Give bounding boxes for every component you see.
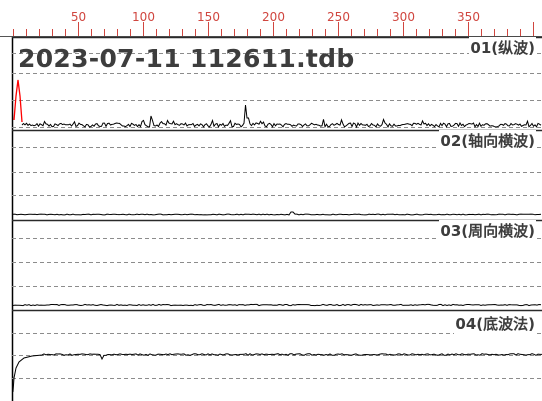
ruler-tick-label: 350 [457, 10, 480, 24]
ruler-tick-label: 200 [262, 10, 285, 24]
ruler-tick-label: 250 [327, 10, 350, 24]
channel-label-01: 01(纵波) [469, 37, 536, 58]
ruler-tick-label: 150 [197, 10, 220, 24]
horizontal-ruler: 50 100 150 200 250 300 350 [0, 10, 542, 37]
channel-01-waveform [21, 104, 542, 129]
ruler-tick-label: 300 [392, 10, 415, 24]
channel-label-04: 04(底波法) [454, 313, 536, 334]
ruler-tick-label: 50 [71, 10, 86, 24]
channel-01-gate-marker [13, 79, 23, 123]
ruler-tick-label: 100 [132, 10, 155, 24]
channel-02-waveform [12, 211, 542, 216]
channel-03-waveform [12, 303, 542, 307]
channel-label-02: 02(轴向横波) [439, 130, 536, 151]
channel-label-03: 03(周向横波) [439, 220, 536, 241]
channel-04-waveform [12, 353, 542, 393]
file-title: 2023-07-11 112611.tdb [18, 44, 355, 73]
